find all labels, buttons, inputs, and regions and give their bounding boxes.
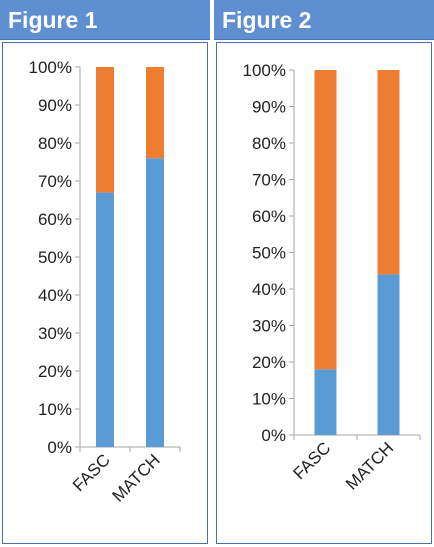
y-tick-label: 90% bbox=[38, 96, 72, 115]
panel-divider bbox=[210, 0, 214, 547]
y-tick-label: 30% bbox=[252, 317, 286, 336]
y-tick-label: 50% bbox=[38, 248, 72, 267]
bar-match-series-1 bbox=[377, 274, 400, 435]
y-tick-label: 10% bbox=[38, 400, 72, 419]
y-tick-label: 80% bbox=[252, 134, 286, 153]
y-tick-label: 40% bbox=[252, 280, 286, 299]
y-tick-label: 20% bbox=[252, 353, 286, 372]
category-label-match: MATCH bbox=[342, 438, 397, 493]
category-label-fasc: FASC bbox=[69, 450, 114, 495]
y-tick-label: 0% bbox=[261, 426, 286, 445]
y-tick-label: 60% bbox=[38, 210, 72, 229]
y-tick-label: 40% bbox=[38, 286, 72, 305]
y-tick-label: 20% bbox=[38, 362, 72, 381]
bar-match-series-1 bbox=[146, 158, 164, 447]
y-tick-label: 80% bbox=[38, 134, 72, 153]
figure-2-panel: Figure 2 0% 10% 20% 30% 40% 50% 60% 70% 80% 90% 10… bbox=[214, 0, 434, 547]
y-tick-label: 0% bbox=[47, 438, 72, 457]
y-tick-label: 90% bbox=[252, 98, 286, 117]
y-tick-label: 10% bbox=[252, 390, 286, 409]
bar-fasc-series-1 bbox=[96, 192, 114, 447]
figure-2-title: Figure 2 bbox=[214, 0, 434, 40]
bar-match-series-2 bbox=[377, 70, 400, 275]
y-tick-label: 50% bbox=[252, 244, 286, 263]
y-tick-label: 100% bbox=[29, 58, 72, 77]
y-tick-label: 60% bbox=[252, 207, 286, 226]
figure-2-chart: 0% 10% 20% 30% 40% 50% 60% 70% 80% 90% 100% FASC MAT… bbox=[243, 61, 421, 494]
bar-fasc-series-2 bbox=[96, 67, 114, 193]
figure-2-frame bbox=[216, 42, 432, 544]
y-tick-label: 100% bbox=[243, 61, 286, 80]
figure-1-frame bbox=[2, 42, 208, 544]
y-tick-label: 70% bbox=[252, 171, 286, 190]
bar-fasc-series-1 bbox=[314, 369, 337, 435]
figure-1-title: Figure 1 bbox=[0, 0, 210, 40]
bar-fasc-series-2 bbox=[314, 70, 337, 370]
category-label-fasc: FASC bbox=[289, 438, 334, 483]
y-tick-label: 30% bbox=[38, 324, 72, 343]
category-label-match: MATCH bbox=[109, 450, 164, 505]
bar-match-series-2 bbox=[146, 67, 164, 159]
y-tick-label: 70% bbox=[38, 172, 72, 191]
figure-1-chart: 0% 10% 20% 30% 40% 50% 60% 70% 80% 90% 100% FASCMAT… bbox=[29, 58, 181, 506]
figure-1-panel: Figure 1 0% 10% 20% 30% 40% 50% 60% 70% 80% 90% 10… bbox=[0, 0, 210, 547]
